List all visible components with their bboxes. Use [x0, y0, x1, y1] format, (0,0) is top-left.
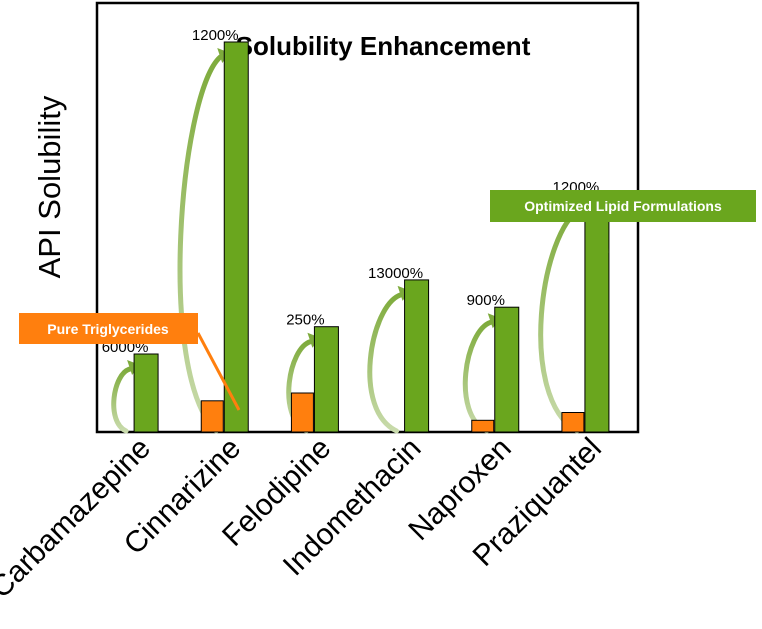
growth-arrow-0 — [111, 366, 133, 434]
bars — [133, 41, 610, 433]
x-tick-labels: CarbamazepineCinnarizineFelodipineIndome… — [0, 432, 608, 605]
chart-title: Solubility Enhancement — [236, 31, 531, 61]
optimized-lipid-label: Optimized Lipid Formulations — [524, 198, 722, 214]
bar-optimized-lipid-2 — [313, 326, 339, 433]
bar-optimized-lipid-1 — [223, 41, 249, 433]
bar-pure-triglycerides-2 — [290, 392, 314, 433]
y-axis-label: API Solubility — [32, 95, 67, 278]
bar-optimized-lipid-4 — [494, 306, 520, 433]
bar-pure-triglycerides-4 — [471, 419, 495, 433]
pure-triglycerides-callout — [19, 313, 198, 344]
bar-optimized-lipid-3 — [404, 279, 430, 433]
bar-pure-triglycerides-1 — [200, 400, 224, 433]
legend-callouts: Pure Triglycerides Optimized Lipid Formu… — [19, 190, 756, 411]
pure-triglycerides-label: Pure Triglycerides — [47, 321, 169, 337]
growth-arrow-3 — [367, 292, 404, 434]
bar-pure-triglycerides-5 — [561, 412, 585, 433]
growth-arrow-1 — [177, 54, 223, 434]
optimized-lipid-callout — [490, 190, 756, 222]
percent-label-4: 900% — [467, 292, 505, 309]
optimized-lipid-pointer — [602, 221, 609, 254]
percent-label-3: 13000% — [368, 265, 423, 282]
x-tick-label-0: Carbamazepine — [0, 432, 157, 605]
percent-label-2: 250% — [286, 312, 324, 329]
percent-label-1: 1200% — [192, 27, 239, 44]
growth-arrow-5 — [538, 206, 584, 434]
pure-triglycerides-pointer — [196, 332, 241, 411]
bar-optimized-lipid-0 — [133, 353, 159, 433]
